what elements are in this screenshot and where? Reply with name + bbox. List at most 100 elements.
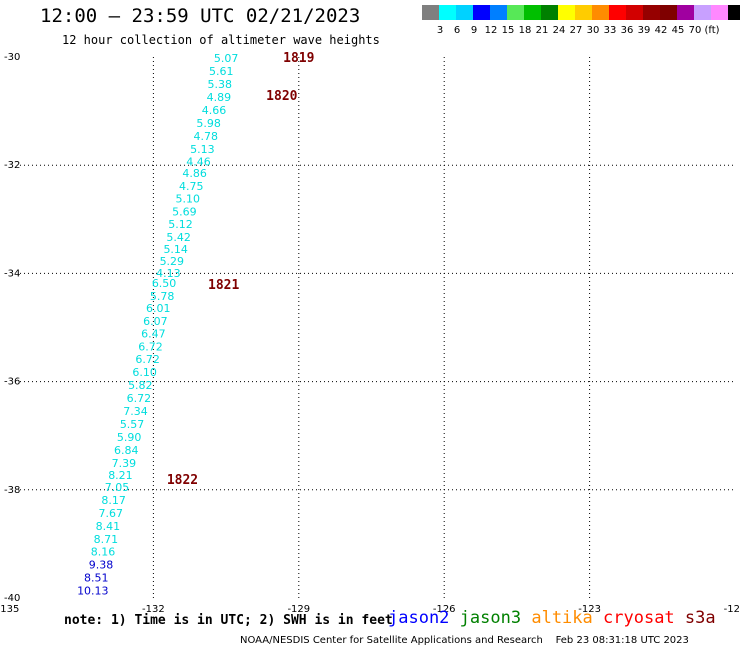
wave-height-value: 4.89 [207,91,232,104]
wave-height-value: 6.01 [146,302,171,315]
wave-height-value: 5.29 [160,255,185,268]
satellite-legend-item: jason3 [459,608,522,628]
wave-height-value: 8.17 [101,494,126,507]
color-scale-label: 33 [603,25,617,36]
color-swatch [660,5,678,20]
color-swatch [575,5,593,20]
wave-height-value: 8.71 [94,533,119,546]
latitude-label: -38 [4,485,20,496]
color-scale-label: 24 [552,25,566,36]
longitude-label: -120 [724,604,740,615]
color-swatch [473,5,491,20]
color-swatch [422,5,440,20]
wave-height-value: 8.51 [84,571,109,584]
color-swatch [439,5,457,20]
latitude-label: -32 [4,160,20,171]
latitude-label: -30 [4,52,20,63]
color-scale-label: 27 [569,25,583,36]
wave-height-value: 6.50 [152,277,177,290]
satellite-legend-item: jason2 [388,608,450,628]
pass-time-label: 1821 [208,278,239,293]
color-swatch [728,5,740,20]
color-scale-label: 3 [436,25,444,36]
wave-height-value: 8.41 [96,520,121,533]
wave-height-value: 5.13 [190,143,215,156]
color-scale-label: 39 [637,25,651,36]
wave-height-value: 10.13 [77,584,109,597]
color-scale-label: 15 [501,25,515,36]
color-scale-label: 21 [535,25,549,36]
wave-height-value: 5.69 [172,206,197,219]
wave-height-value: 7.34 [123,405,148,418]
color-swatch [694,5,712,20]
color-swatch [507,5,525,20]
wave-height-value: 5.78 [150,290,175,303]
wave-height-value: 8.16 [91,545,116,558]
wave-height-value: 4.66 [202,104,227,117]
color-swatch [592,5,610,20]
wave-height-value: 5.82 [128,379,153,392]
color-swatch [524,5,542,20]
color-swatch [456,5,474,20]
color-swatch [626,5,644,20]
color-swatch [490,5,508,20]
wave-height-value: 7.05 [105,481,130,494]
color-scale-label: 9 [470,25,478,36]
wave-height-value: 4.75 [179,180,204,193]
color-scale-label: 45 [671,25,685,36]
wave-height-value: 5.14 [163,243,188,256]
wave-height-value: 6.72 [138,340,163,353]
wave-height-value: 5.57 [120,418,145,431]
wave-height-value: 5.42 [166,231,191,244]
wave-height-value: 5.10 [176,193,201,206]
wave-height-value: 4.78 [193,130,218,143]
wave-height-value: 6.10 [132,366,157,379]
color-scale-label: 70 [688,25,702,36]
color-scale-label: 6 [453,25,461,36]
color-swatch [558,5,576,20]
color-scale-label: (ft) [704,25,720,36]
map-subtitle: 12 hour collection of altimeter wave hei… [62,33,380,47]
wave-height-value: 5.38 [208,78,233,91]
satellite-legend: jason2 jason3 altika cryosat s3a [388,608,716,628]
wave-height-value: 4.86 [182,167,207,180]
color-scale-label: 42 [654,25,668,36]
latitude-label: -40 [4,593,20,604]
wave-height-value: 6.47 [141,327,166,340]
color-swatch [541,5,559,20]
longitude-label: -126 [433,604,456,615]
wave-height-value: 8.21 [108,469,133,482]
longitude-label: -129 [287,604,310,615]
longitude-label: -132 [142,604,165,615]
wave-height-value: 5.90 [117,431,142,444]
footer-credit: NOAA/NESDIS Center for Satellite Applica… [240,635,689,646]
wave-height-value: 4.13 [156,267,181,280]
longitude-label: -123 [578,604,601,615]
wave-height-value: 6.72 [127,392,152,405]
wave-height-value: 5.12 [168,218,193,231]
color-swatch [609,5,627,20]
latitude-label: -34 [4,268,20,279]
color-swatch [711,5,729,20]
wave-height-value: 6.07 [143,315,168,328]
wave-height-value: 7.67 [98,507,123,520]
wave-height-value: 6.72 [135,353,160,366]
color-swatch [643,5,661,20]
color-scale-label: 18 [518,25,532,36]
wave-height-value: 7.39 [112,457,137,470]
map-title: 12:00 — 23:59 UTC 02/21/2023 [40,5,361,27]
wave-height-value: 5.61 [209,65,234,78]
color-swatch [677,5,695,20]
wave-height-value: 4.46 [186,155,211,168]
color-scale-label: 30 [586,25,600,36]
wave-height-value: 9.38 [89,558,114,571]
wave-height-value: 5.07 [214,52,239,65]
satellite-legend-item: s3a [684,608,716,628]
units-note: note: 1) Time is in UTC; 2) SWH is in fe… [64,613,393,628]
latitude-label: -36 [4,377,20,388]
pass-time-label: 1820 [266,89,297,104]
satellite-legend-item: cryosat [603,608,675,628]
satellite-legend-item: altika [531,608,593,628]
wave-height-value: 5.98 [196,117,221,130]
